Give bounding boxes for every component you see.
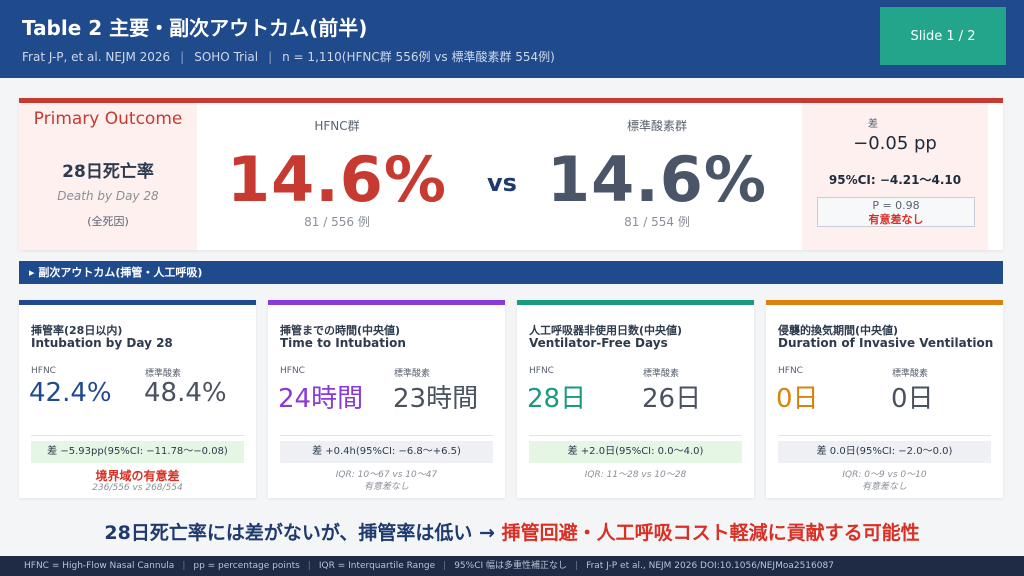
hfnc-value: 28日	[527, 384, 587, 414]
footer-item: IQR = Interquartile Range	[318, 561, 436, 571]
card-title: 人工呼吸器非使用日数(中央値)	[529, 324, 683, 337]
footer-separator: |	[575, 561, 579, 571]
footer-item: 95%CI 幅は多重性補正なし	[454, 561, 568, 571]
primary-outcome-card: Primary Outcome 28日死亡率 Death by Day 28 (…	[19, 98, 1003, 250]
hfnc-mortality-value: 14.6%	[226, 143, 448, 216]
standard-column-label: 標準酸素	[643, 369, 680, 379]
footer-notes: HFNC = High-Flow Nasal Cannula | pp = perc…	[0, 556, 1024, 576]
subtitle-trial: SOHO Trial	[194, 50, 259, 64]
primary-outcome-tag: Primary Outcome	[33, 109, 183, 129]
hfnc-value: 0日	[776, 384, 819, 414]
card-title: 挿管までの時間(中央値)	[280, 324, 401, 337]
conclusion-main: 28日死亡率には差がないが、挿管率は低い →	[104, 522, 502, 544]
footer-item: Frat J-P et al., NEJM 2026 DOI:10.1056/N…	[586, 561, 834, 571]
standard-count: 81 / 554 例	[624, 215, 690, 229]
hfnc-value: 42.4%	[29, 378, 112, 408]
standard-value: 48.4%	[144, 378, 227, 408]
conclusion-highlight: 挿管回避・人工呼吸コスト軽減に貢献する可能性	[501, 522, 920, 544]
difference-row: 差 +2.0日(95%CI: 0.0〜4.0)	[529, 441, 742, 463]
secondary-outcome-card: 侵襲的換気期間(中央値) Duration of Invasive Ventila…	[766, 300, 1003, 498]
footer-item: HFNC = High-Flow Nasal Cannula	[24, 561, 175, 571]
difference-row: 差 −5.93pp(95%CI: −11.78〜−0.08)	[31, 441, 244, 463]
card-title: 挿管率(28日以内)	[31, 324, 123, 337]
difference-value: −0.05 pp	[853, 133, 937, 154]
standard-column-label: 標準酸素	[145, 369, 182, 379]
primary-outcome-note: (全死因)	[87, 215, 129, 228]
difference-label: 差	[868, 119, 878, 130]
card-title-en: Duration of Invasive Ventilation	[778, 336, 994, 350]
standard-value: 23時間	[393, 384, 479, 414]
primary-outcome-name-en: Death by Day 28	[57, 189, 159, 203]
difference-ci: 95%CI: −4.21〜4.10	[828, 173, 962, 187]
card-title-en: Ventilator-Free Days	[529, 336, 668, 350]
footer-item: pp = percentage points	[193, 561, 300, 571]
card-title-en: Time to Intubation	[280, 336, 406, 350]
conclusion-text: 28日死亡率には差がないが、挿管率は低い → 挿管回避・人工呼吸コスト軽減に貢献…	[0, 518, 1024, 545]
secondary-outcome-card: 挿管までの時間(中央値) Time to Intubation HFNC 24時間 標準…	[268, 300, 505, 498]
slide-indicator[interactable]: Slide 1 / 2	[880, 7, 1006, 65]
significance-note: 有意差なし	[363, 482, 409, 492]
card-divider	[778, 435, 991, 436]
subtitle-citation: Frat J-P, et al. NEJM 2026	[22, 50, 171, 64]
iqr-note: IQR: 0〜9 vs 0〜10	[842, 470, 927, 480]
footer-separator: |	[307, 561, 311, 571]
standard-group-label: 標準酸素群	[626, 119, 687, 133]
standard-mortality-value: 14.6%	[546, 143, 768, 216]
footer-separator: |	[182, 561, 186, 571]
subtitle-separator: |	[268, 50, 273, 64]
hfnc-column-label: HFNC	[778, 366, 803, 376]
p-value-box: P = 0.98 有意差なし	[817, 197, 975, 227]
subtitle-sample: n = 1,110(HFNC群 556例 vs 標準酸素群 554例)	[282, 50, 555, 64]
p-value: P = 0.98	[872, 199, 920, 212]
difference-row: 差 +0.4h(95%CI: −6.8〜+6.5)	[280, 441, 493, 463]
header-bar: Table 2 主要・副次アウトカム(前半) Frat J-P, et al. …	[0, 0, 1024, 78]
significance-note: 有意差なし	[861, 482, 907, 492]
card-title: 侵襲的換気期間(中央値)	[778, 324, 899, 337]
iqr-note: IQR: 10〜67 vs 10〜47	[335, 470, 438, 480]
secondary-outcome-card: 挿管率(28日以内) Intubation by Day 28 HFNC 42.4% 標…	[19, 300, 256, 498]
secondary-outcomes-section-header: ▸ 副次アウトカム(挿管・人工呼吸)	[19, 261, 1003, 284]
hfnc-count: 81 / 556 例	[304, 215, 370, 229]
standard-column-label: 標準酸素	[394, 369, 431, 379]
slide-subtitle: Frat J-P, et al. NEJM 2026 | SOHO Trial | n …	[22, 48, 555, 65]
card-title-en: Intubation by Day 28	[31, 336, 173, 350]
hfnc-value: 24時間	[278, 384, 364, 414]
standard-value: 26日	[642, 384, 702, 414]
count-note: 236/556 vs 268/554	[92, 483, 183, 493]
primary-outcome-name: 28日死亡率	[62, 162, 154, 182]
hfnc-column-label: HFNC	[31, 366, 56, 376]
footer-separator: |	[443, 561, 447, 571]
difference-row: 差 0.0日(95%CI: −2.0〜0.0)	[778, 441, 991, 463]
card-divider	[529, 435, 742, 436]
iqr-note: IQR: 11〜28 vs 10〜28	[584, 470, 687, 480]
significance-label: 有意差なし	[868, 213, 924, 226]
card-divider	[31, 435, 244, 436]
primary-outcome-label-panel: Primary Outcome 28日死亡率 Death by Day 28 (…	[19, 103, 197, 250]
hfnc-group-label: HFNC群	[314, 119, 360, 133]
subtitle-separator: |	[180, 50, 185, 64]
hfnc-column-label: HFNC	[529, 366, 554, 376]
hfnc-column-label: HFNC	[280, 366, 305, 376]
card-divider	[280, 435, 493, 436]
vs-label: vs	[487, 169, 517, 197]
significance-note: 境界域の有意差	[95, 469, 180, 483]
secondary-outcome-card: 人工呼吸器非使用日数(中央値) Ventilator-Free Days HFNC 2…	[517, 300, 754, 498]
standard-column-label: 標準酸素	[892, 369, 929, 379]
standard-value: 0日	[891, 384, 934, 414]
difference-panel: 差 −0.05 pp 95%CI: −4.21〜4.10 P = 0.98 有意…	[802, 103, 988, 250]
slide-title: Table 2 主要・副次アウトカム(前半)	[22, 16, 368, 40]
